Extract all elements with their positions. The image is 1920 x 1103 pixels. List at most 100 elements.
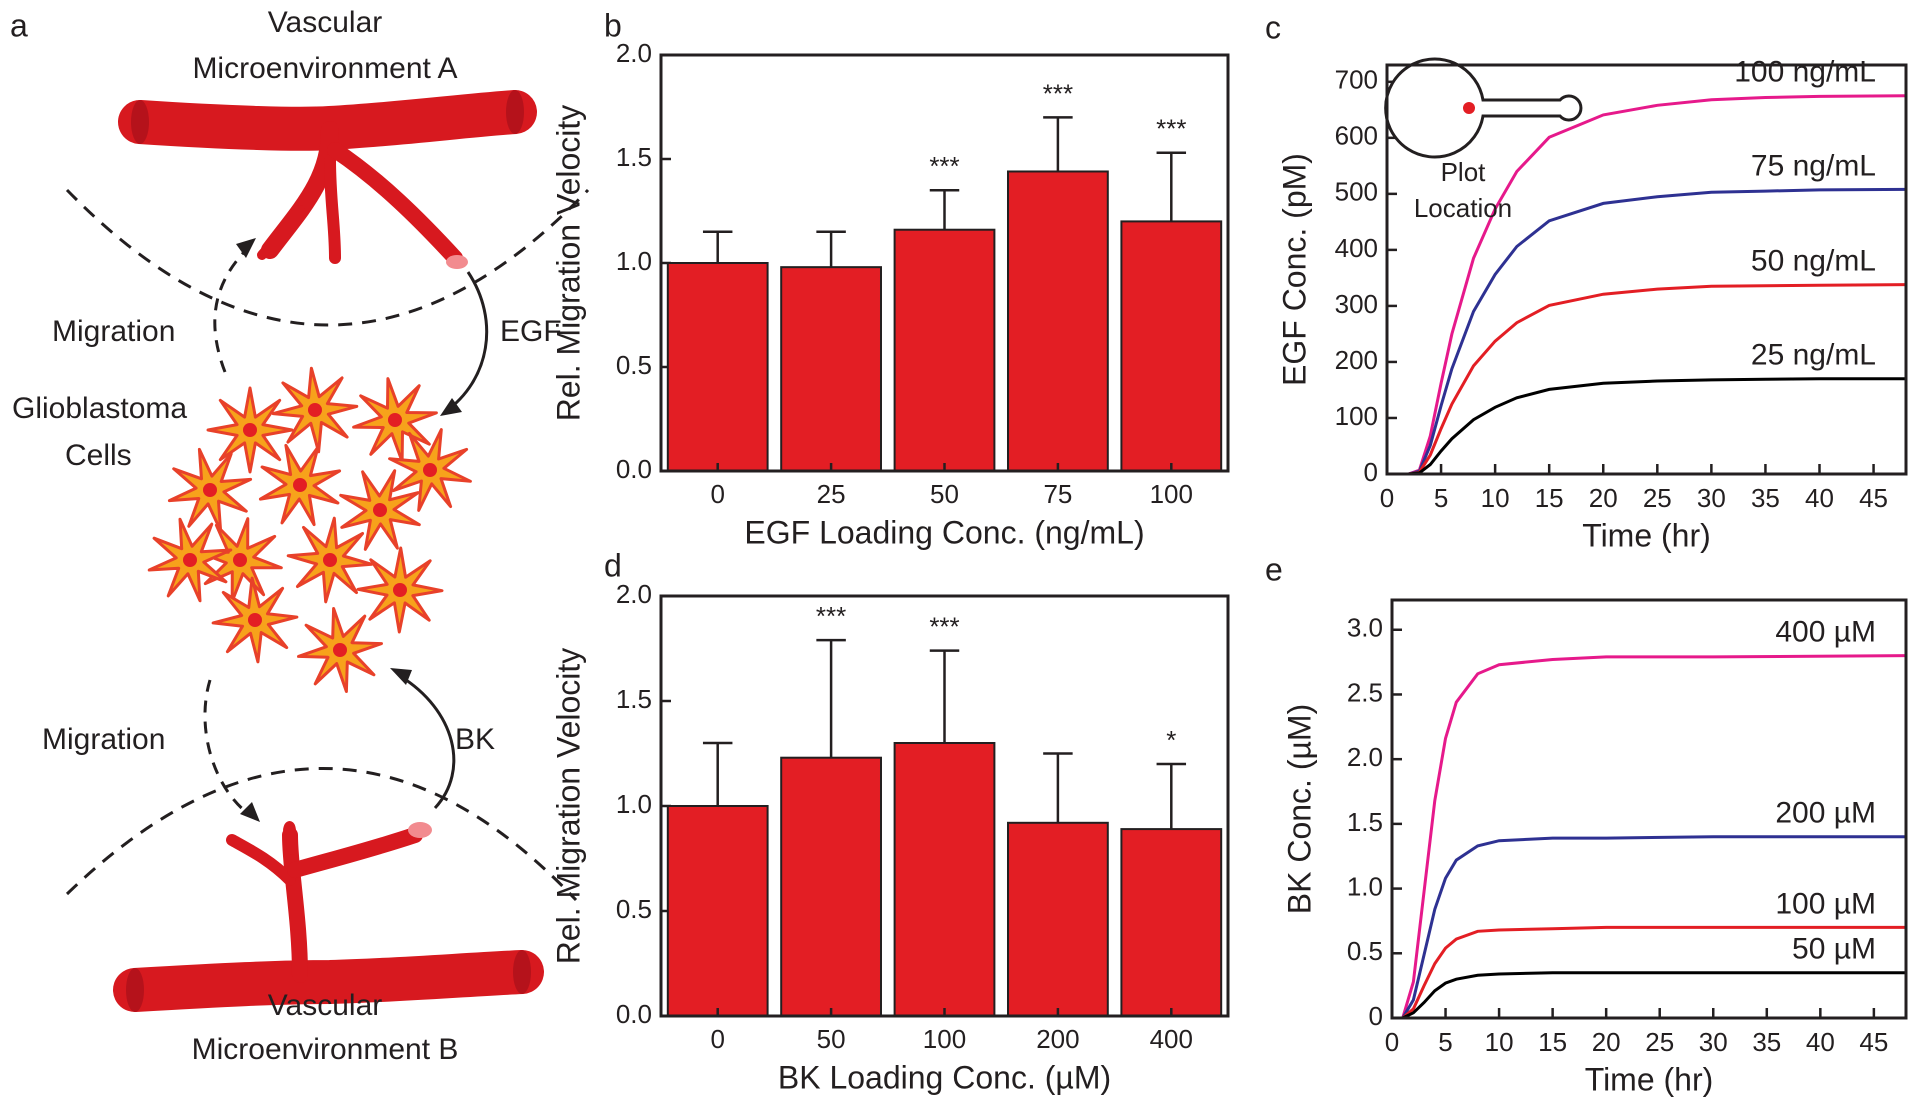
vessel-bottom xyxy=(113,821,544,1012)
cell-cluster xyxy=(147,366,472,693)
significance: *** xyxy=(929,151,959,181)
y-tick-label: 700 xyxy=(1335,65,1378,95)
arrow-label: EGF xyxy=(500,315,562,348)
y-tick-label: 100 xyxy=(1335,401,1378,431)
y-tick-label: 2.5 xyxy=(1347,677,1383,707)
significance: *** xyxy=(1043,78,1073,108)
plot-frame xyxy=(659,594,1230,1018)
x-tick-label: 0 xyxy=(1380,483,1394,513)
cell-nucleus xyxy=(183,553,197,567)
cell-nucleus xyxy=(203,483,217,497)
vessel-end xyxy=(408,822,432,838)
x-tick-label: 20 xyxy=(1592,1027,1621,1057)
x-tick-label: 25 xyxy=(1645,1027,1674,1057)
x-tick-label: 0 xyxy=(710,479,724,509)
series-label: 25 ng/mL xyxy=(1751,339,1876,372)
series-label: 400 µM xyxy=(1775,616,1876,649)
arrowhead xyxy=(390,668,412,685)
series-label: 200 µM xyxy=(1775,797,1876,830)
y-tick-label: 0.5 xyxy=(616,350,652,380)
y-axis-title: Rel. Migration Velocity xyxy=(550,648,586,965)
x-tick-label: 5 xyxy=(1438,1027,1452,1057)
inset-label: Plot xyxy=(1441,157,1487,187)
y-tick-label: 1.0 xyxy=(616,789,652,819)
vessel-end xyxy=(506,90,524,134)
plot-frame xyxy=(1390,598,1908,1020)
x-tick-label: 25 xyxy=(1643,483,1672,513)
arrowhead xyxy=(236,238,256,258)
bar xyxy=(1007,821,1109,1017)
bar xyxy=(780,266,882,472)
x-tick-label: 5 xyxy=(1434,483,1448,513)
x-axis-title: Time (hr) xyxy=(1585,1061,1714,1097)
x-axis-title: EGF Loading Conc. (ng/mL) xyxy=(744,514,1144,550)
y-tick-label: 1.0 xyxy=(616,246,652,276)
y-tick-label: 3.0 xyxy=(1347,613,1383,643)
x-tick-label: 40 xyxy=(1806,1027,1835,1057)
y-tick-label: 1.5 xyxy=(1347,807,1383,837)
series-line xyxy=(1392,925,1906,1020)
boundary xyxy=(65,188,590,327)
x-tick-label: 20 xyxy=(1589,483,1618,513)
inset-device xyxy=(1384,57,1583,159)
series-label: 50 ng/mL xyxy=(1751,245,1876,278)
series-line xyxy=(1392,835,1906,1020)
vessel-end xyxy=(513,950,531,994)
vessel-end xyxy=(446,255,468,269)
x-tick-label: 10 xyxy=(1481,483,1510,513)
y-axis-title: Rel. Migration Velocity xyxy=(550,105,586,422)
panel-label: e xyxy=(1265,551,1283,587)
significance: *** xyxy=(816,601,846,631)
y-tick-label: 1.5 xyxy=(616,684,652,714)
cell-nucleus xyxy=(243,423,257,437)
x-tick-label: 25 xyxy=(817,479,846,509)
x-tick-label: 45 xyxy=(1859,483,1888,513)
bar xyxy=(666,805,769,1017)
cell-nucleus xyxy=(323,553,337,567)
arrow-label: BK xyxy=(455,723,495,756)
bar xyxy=(893,228,996,472)
cell-nucleus xyxy=(293,478,307,492)
x-tick-label: 30 xyxy=(1699,1027,1728,1057)
x-tick-label: 50 xyxy=(817,1024,846,1054)
x-tick-label: 35 xyxy=(1752,1027,1781,1057)
x-tick-label: 15 xyxy=(1535,483,1564,513)
panel-label: b xyxy=(604,7,622,43)
x-tick-label: 40 xyxy=(1805,483,1834,513)
cell-nucleus xyxy=(373,503,387,517)
cell-nucleus xyxy=(233,553,247,567)
significance: *** xyxy=(929,611,959,641)
series-label: 75 ng/mL xyxy=(1751,149,1876,182)
boundary xyxy=(65,767,578,902)
series-line xyxy=(1387,187,1907,476)
x-tick-label: 10 xyxy=(1485,1027,1514,1057)
x-tick-label: 75 xyxy=(1043,479,1072,509)
vessel-label: Microenvironment B xyxy=(192,1033,459,1066)
y-tick-label: 0 xyxy=(1364,457,1378,487)
significance: * xyxy=(1166,725,1176,755)
cells-label: Glioblastoma xyxy=(12,392,187,425)
bar xyxy=(666,262,769,472)
x-tick-label: 100 xyxy=(1150,479,1193,509)
panel-a: a Vascular Microenvironment A Migration … xyxy=(10,6,590,1066)
panel-label: d xyxy=(604,547,622,583)
cell-nucleus xyxy=(423,463,437,477)
bar xyxy=(893,742,996,1017)
vessel-end xyxy=(126,968,144,1012)
vessel-label: Vascular xyxy=(268,6,383,39)
x-tick-label: 0 xyxy=(1385,1027,1399,1057)
arrowhead xyxy=(240,802,260,822)
arrow xyxy=(213,244,252,373)
cell-nucleus xyxy=(333,643,347,657)
y-tick-label: 2.0 xyxy=(616,38,652,68)
y-tick-label: 1.0 xyxy=(1347,871,1383,901)
y-axis-title: EGF Conc. (pM) xyxy=(1276,153,1312,386)
x-axis-title: BK Loading Conc. (µM) xyxy=(778,1059,1111,1095)
vessel-label: Vascular xyxy=(268,989,383,1022)
y-tick-label: 0.0 xyxy=(616,454,652,484)
y-tick-label: 500 xyxy=(1335,177,1378,207)
series-label: 100 ng/mL xyxy=(1734,56,1876,89)
x-tick-label: 30 xyxy=(1697,483,1726,513)
